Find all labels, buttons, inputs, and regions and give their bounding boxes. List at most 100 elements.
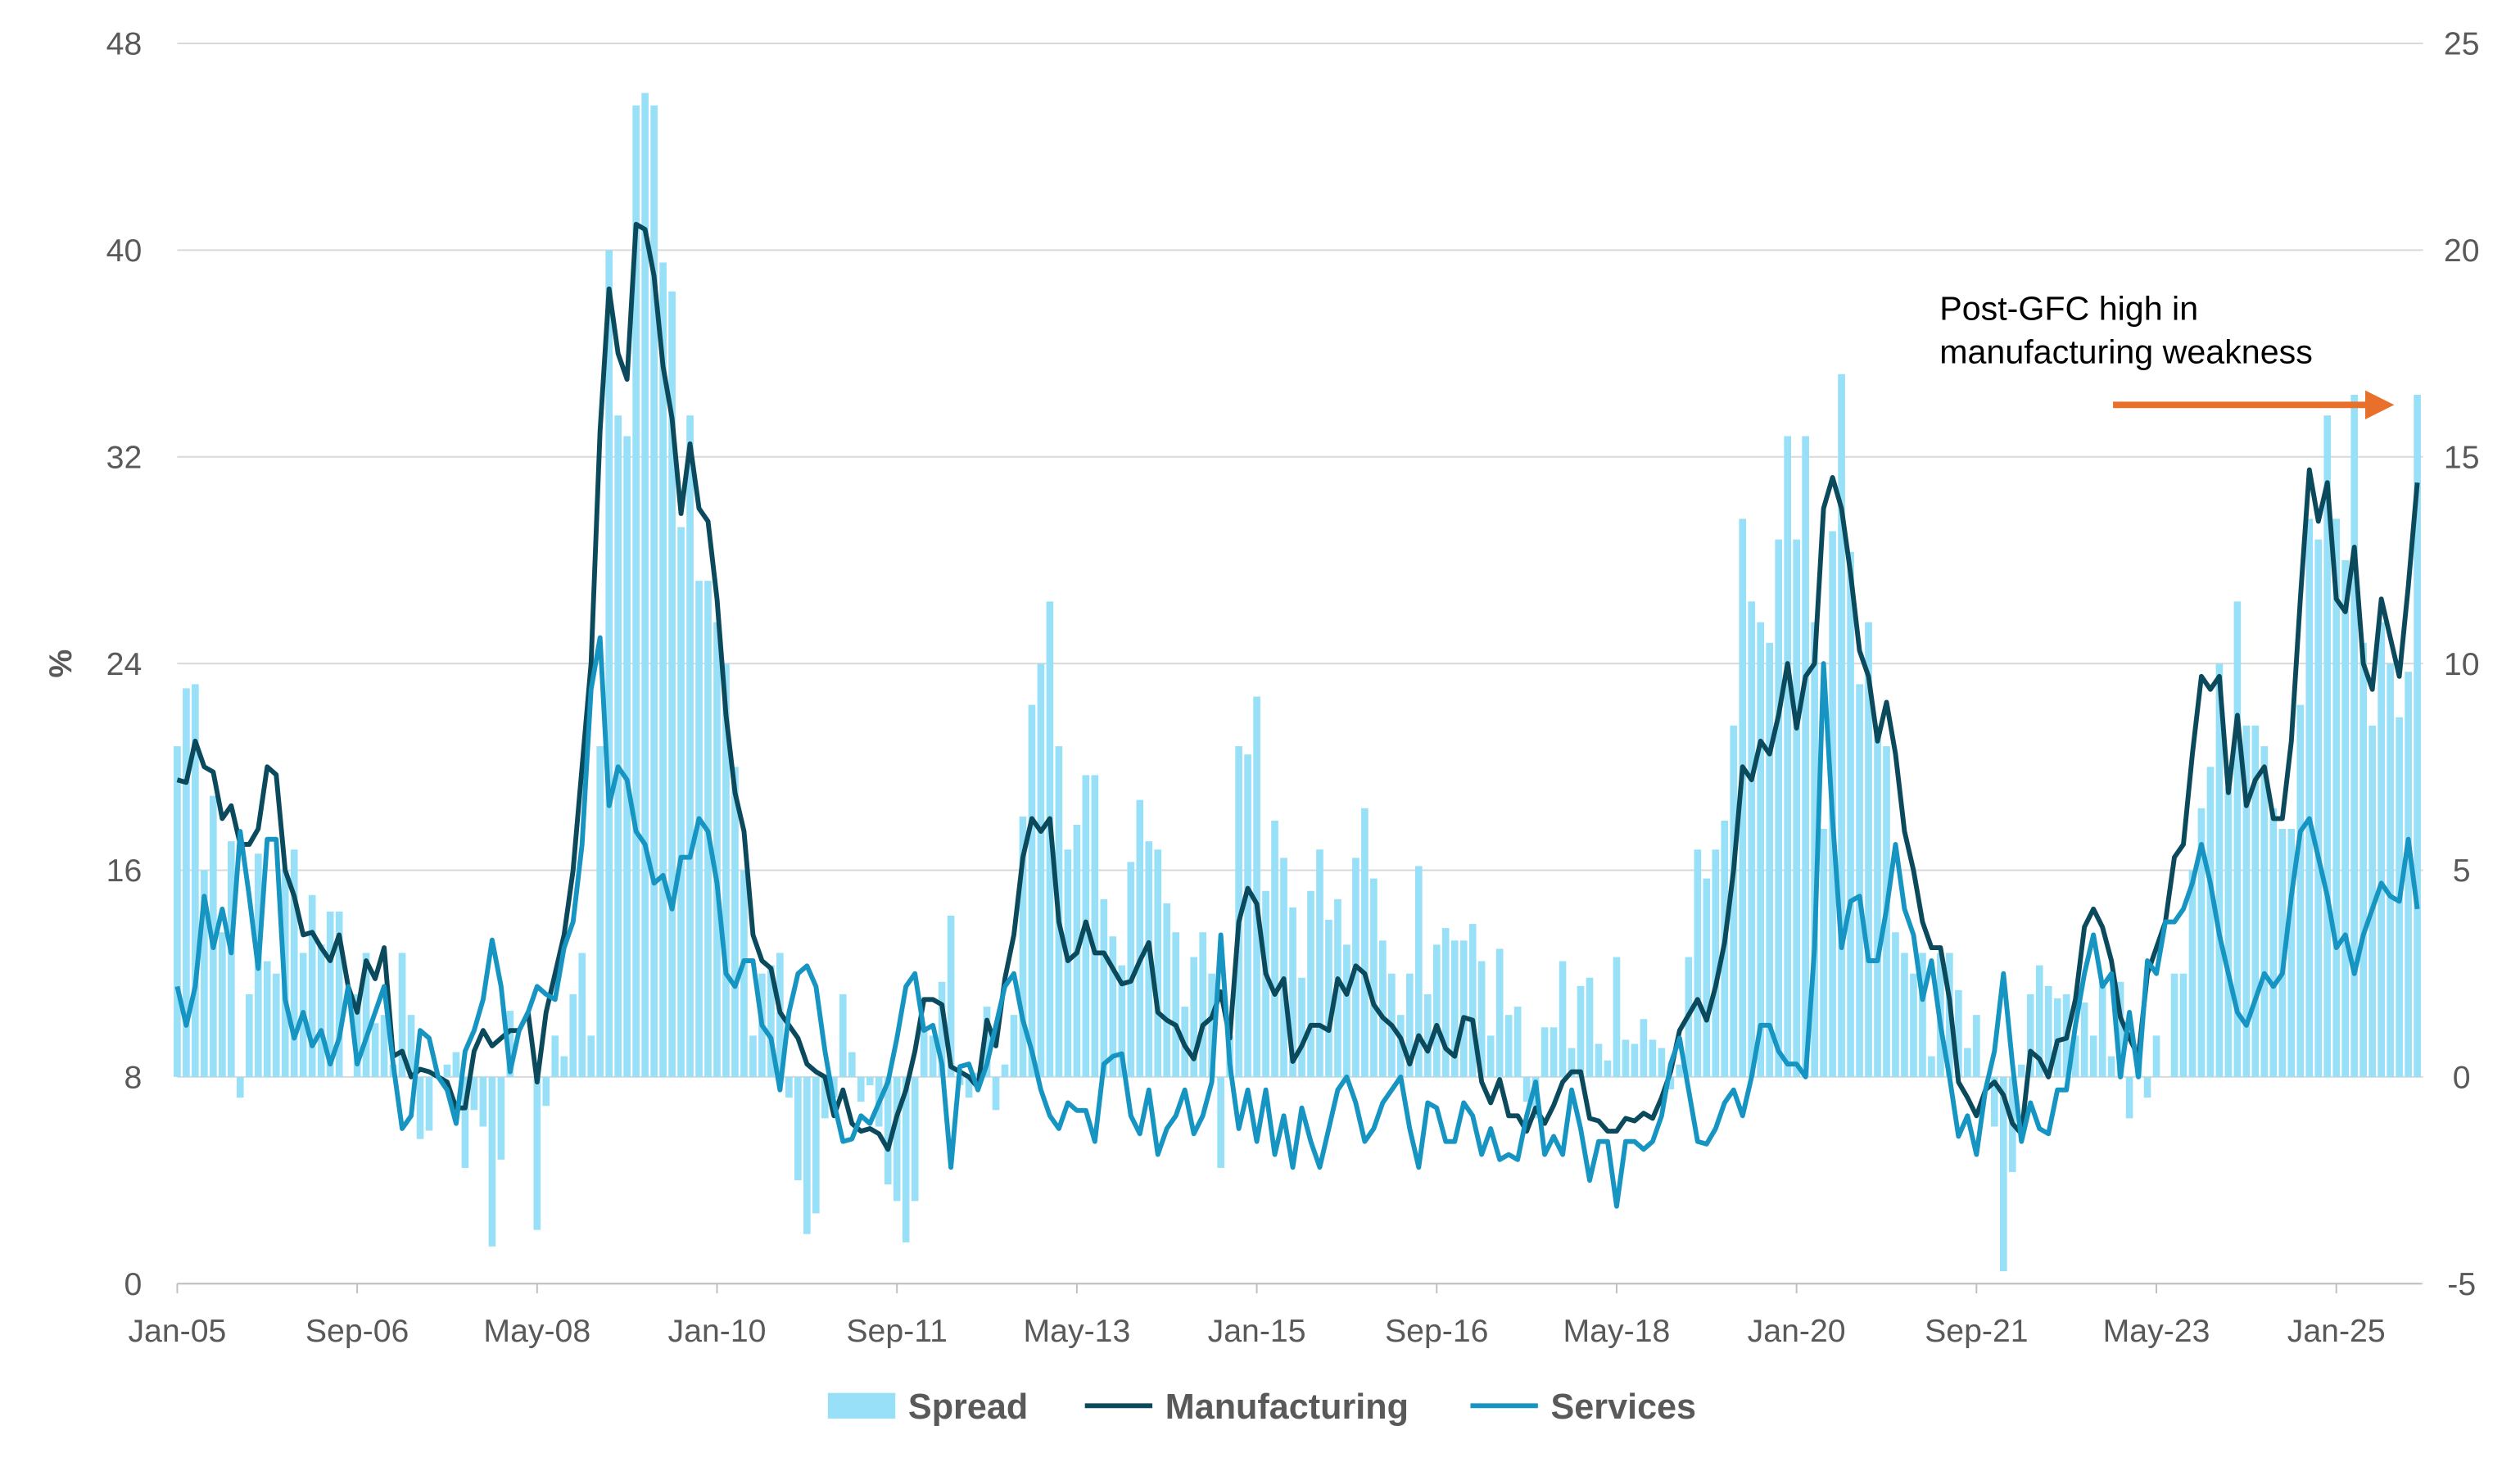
bar <box>2260 746 2269 1077</box>
bar <box>839 994 847 1077</box>
bar <box>1784 436 1791 1077</box>
bar <box>2233 601 2242 1077</box>
bar <box>326 911 334 1077</box>
bar <box>1441 928 1450 1077</box>
bar <box>1432 944 1441 1077</box>
bar <box>1892 932 1899 1077</box>
bar <box>2269 808 2278 1077</box>
bar <box>219 932 226 1077</box>
bar <box>416 1076 424 1139</box>
bar <box>1649 1039 1657 1077</box>
bar <box>938 981 946 1077</box>
bar <box>1468 924 1477 1077</box>
bar <box>632 105 640 1077</box>
bar <box>1154 849 1162 1077</box>
bar <box>1019 816 1027 1077</box>
bar <box>965 1076 973 1098</box>
bar <box>470 1076 478 1111</box>
y2-tick-label: 10 <box>2444 646 2480 682</box>
bar <box>353 994 361 1077</box>
bar <box>2152 1035 2160 1077</box>
bar <box>1568 1048 1576 1077</box>
bar <box>1423 994 1432 1077</box>
y-tick-label: 16 <box>106 853 143 889</box>
bar <box>614 415 622 1077</box>
legend-label: Manufacturing <box>1165 1387 1409 1427</box>
bar <box>983 1007 991 1077</box>
x-tick-label: Jan-15 <box>1208 1313 1306 1349</box>
bar <box>2215 663 2224 1077</box>
bar <box>1262 890 1269 1077</box>
bar <box>1325 920 1332 1077</box>
bar <box>578 953 586 1077</box>
bar <box>2170 973 2178 1077</box>
bar <box>2197 808 2206 1077</box>
bar <box>479 1076 487 1127</box>
bar <box>2305 518 2314 1077</box>
bar <box>749 1035 757 1077</box>
bar <box>1127 862 1135 1077</box>
x-tick-label: May-08 <box>483 1313 590 1349</box>
bar <box>1550 1027 1558 1077</box>
bar <box>1136 799 1144 1077</box>
bar <box>1820 829 1827 1077</box>
bar <box>812 1076 820 1214</box>
bar <box>1595 1043 1603 1077</box>
bar <box>2387 663 2394 1077</box>
bar <box>1766 642 1774 1077</box>
bar <box>2287 829 2296 1077</box>
x-tick-label: May-18 <box>1563 1313 1671 1349</box>
x-tick-label: Sep-11 <box>846 1313 948 1349</box>
bar <box>857 1076 865 1102</box>
bar <box>2035 965 2043 1077</box>
bar <box>866 1076 874 1085</box>
bar <box>1999 1076 2007 1272</box>
legend-swatch <box>827 1392 896 1419</box>
bar <box>1379 940 1387 1077</box>
bar <box>884 1076 892 1185</box>
x-tick-label: May-13 <box>1023 1313 1130 1349</box>
bar <box>659 262 667 1077</box>
y-axis-label: % <box>43 650 79 678</box>
bar <box>2179 973 2187 1077</box>
bar <box>2107 1056 2115 1077</box>
bar <box>1513 1007 1522 1077</box>
bar <box>722 663 730 1077</box>
bar <box>2314 539 2323 1077</box>
bar <box>497 1076 505 1160</box>
bar <box>1739 518 1747 1077</box>
bar <box>1316 849 1323 1077</box>
annotation-text: Post-GFC high in <box>1939 289 2198 327</box>
bar <box>2377 622 2385 1077</box>
bar <box>1361 808 1369 1077</box>
bar <box>803 1076 811 1234</box>
bar <box>2296 704 2305 1077</box>
bar <box>2414 395 2421 1077</box>
bar <box>1604 1060 1612 1077</box>
bar <box>623 436 631 1077</box>
bar <box>1928 1056 1935 1077</box>
bar <box>686 415 694 1077</box>
bar <box>677 527 685 1077</box>
bar <box>1495 948 1504 1077</box>
line <box>174 635 2420 1209</box>
bar <box>407 1015 415 1077</box>
bar <box>2188 870 2197 1077</box>
bar <box>1118 965 1126 1077</box>
bar <box>335 911 343 1077</box>
bar <box>1406 973 1414 1077</box>
bar <box>1901 953 1908 1077</box>
bar <box>767 965 775 1077</box>
y2-tick-label: 5 <box>2453 853 2471 889</box>
bar <box>1522 1076 1531 1102</box>
x-tick-label: May-23 <box>2103 1313 2210 1349</box>
y2-tick-label: 0 <box>2453 1060 2471 1096</box>
bar <box>1874 725 1881 1077</box>
bar <box>1856 684 1863 1077</box>
bar <box>1694 849 1702 1077</box>
bar <box>1298 977 1305 1077</box>
y-tick-label: 0 <box>124 1266 142 1302</box>
y-tick-label: 32 <box>106 439 143 475</box>
bar <box>1163 903 1171 1077</box>
